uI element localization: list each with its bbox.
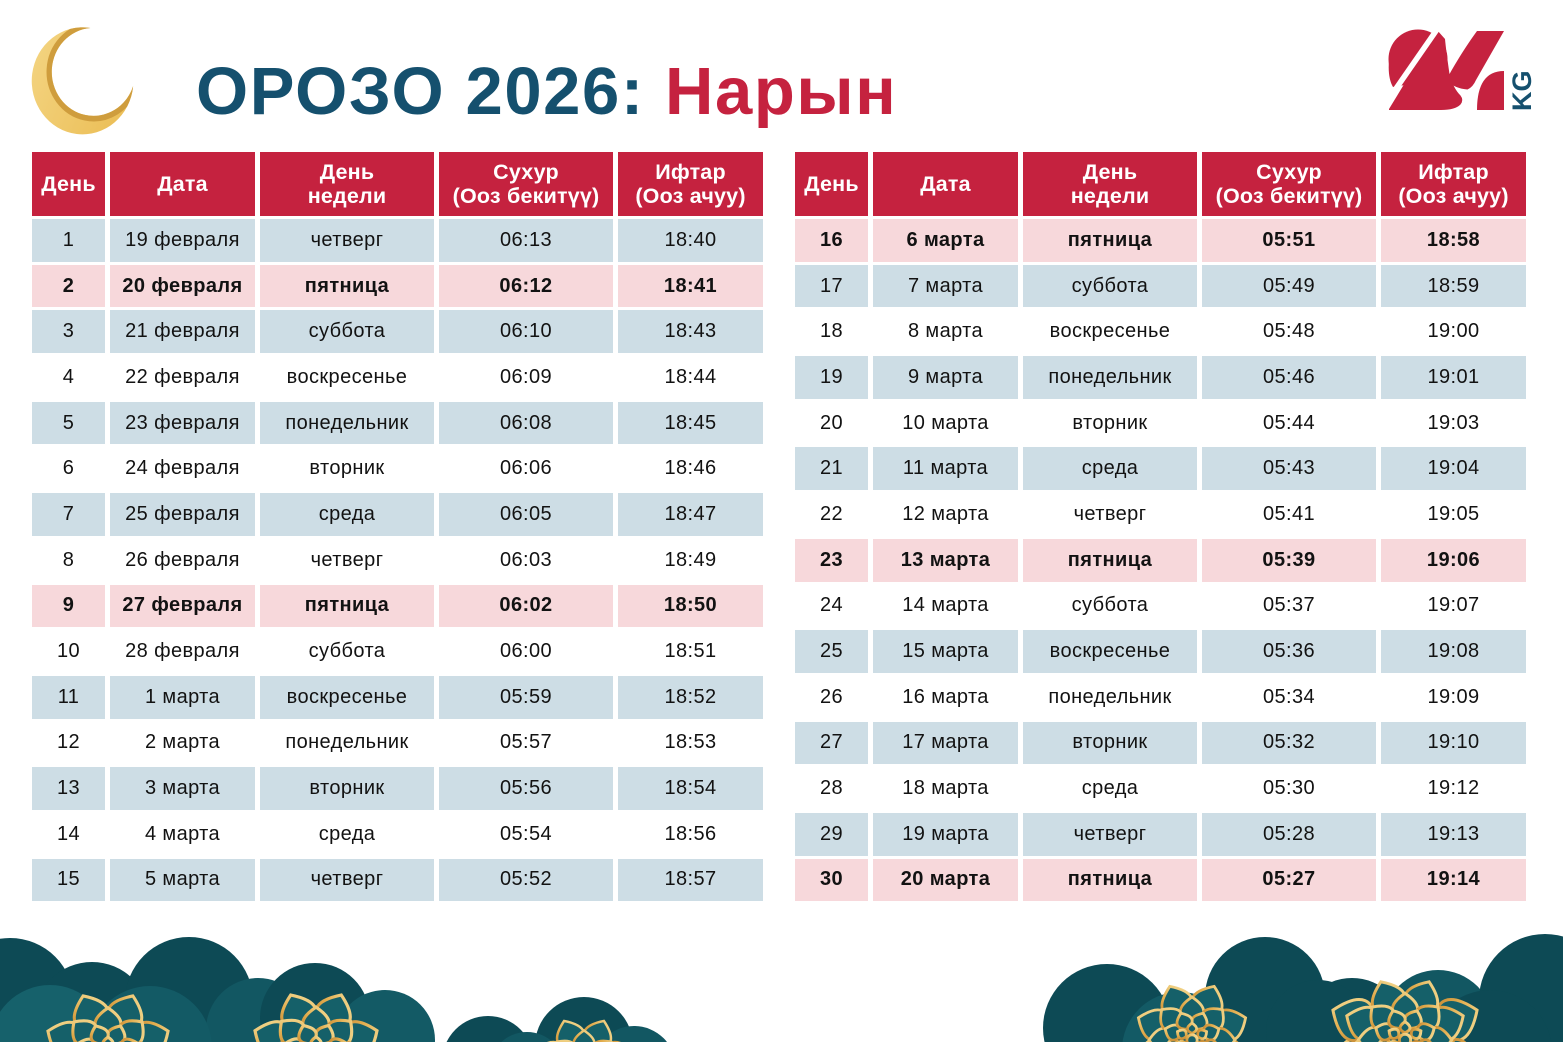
svg-text:KG: KG: [1507, 71, 1537, 112]
